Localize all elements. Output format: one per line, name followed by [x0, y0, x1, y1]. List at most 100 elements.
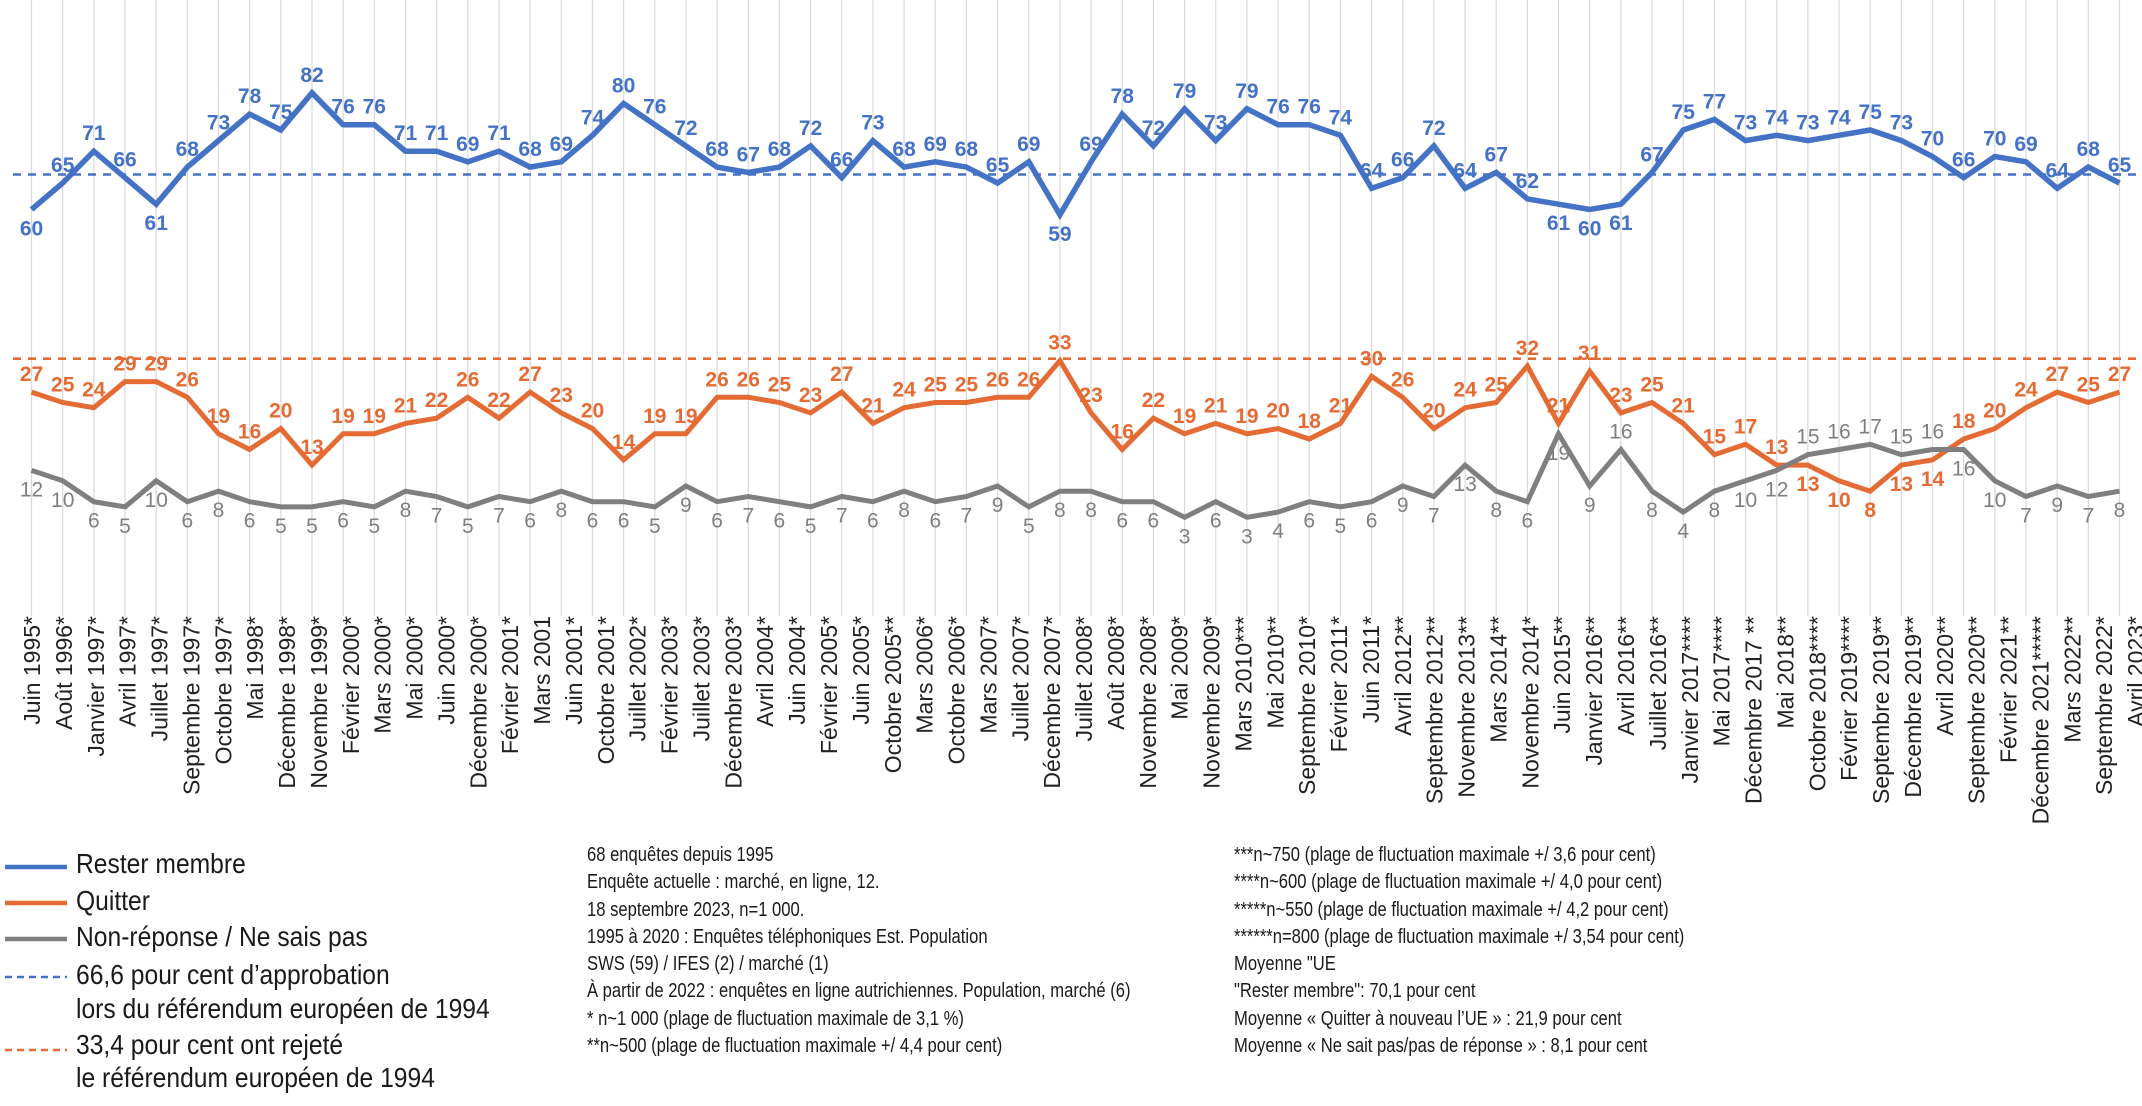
data-label-non-reponse: 8	[1646, 499, 1658, 522]
data-label-non-reponse: 7	[742, 505, 754, 528]
note-line: ******n=800 (plage de fluctuation maxima…	[1234, 925, 1685, 948]
data-label-quitter: 19	[363, 405, 386, 428]
x-tick-label: Février 2005*	[816, 616, 842, 754]
data-label-quitter: 26	[1017, 368, 1040, 391]
data-label-non-reponse: 8	[400, 499, 412, 522]
data-label-quitter: 30	[1360, 347, 1383, 370]
data-label-rester-membre: 76	[331, 96, 354, 119]
data-label-rester-membre: 69	[1079, 133, 1102, 156]
data-label-rester-membre: 73	[207, 112, 230, 135]
chart-legend: Rester membre Quitter Non-réponse / Ne s…	[0, 0, 580, 1106]
data-label-non-reponse: 8	[1054, 499, 1066, 522]
data-label-non-reponse: 3	[1241, 525, 1253, 548]
legend-label-rester-membre: Rester membre	[76, 848, 246, 879]
x-tick-label: Mars 2006*	[912, 616, 938, 734]
data-label-non-reponse: 6	[1303, 510, 1315, 533]
data-label-quitter: 23	[799, 384, 822, 407]
legend-label-non-reponse: Non-réponse / Ne sais pas	[76, 921, 368, 952]
data-label-rester-membre: 71	[425, 122, 449, 145]
data-label-rester-membre: 80	[612, 75, 635, 98]
data-label-non-reponse: 12	[1765, 478, 1788, 501]
data-label-rester-membre: 70	[1983, 128, 2006, 151]
data-label-quitter: 19	[643, 405, 666, 428]
x-tick-label: Novembre 2009*	[1199, 616, 1225, 789]
data-label-quitter: 20	[269, 400, 292, 423]
x-axis-tick-labels: Juin 1995* Août 1996* Janvier 1997* Avril 1…	[19, 616, 2142, 824]
data-label-non-reponse: 7	[1428, 505, 1440, 528]
data-label-quitter: 8	[1864, 499, 1876, 522]
data-label-quitter: 31	[1578, 342, 1602, 365]
data-label-non-reponse: 6	[587, 510, 599, 533]
data-label-non-reponse: 5	[368, 515, 380, 538]
data-label-non-reponse: 7	[2020, 505, 2032, 528]
x-tick-label: Mars 2014**	[1486, 616, 1512, 743]
data-label-non-reponse: 9	[680, 494, 692, 517]
data-label-non-reponse: 7	[493, 505, 505, 528]
x-tick-label: Juin 2001*	[561, 616, 587, 725]
data-label-rester-membre: 78	[1111, 85, 1135, 108]
survey-notes-right: ***n~750 (plage de fluctuation maximale …	[1234, 842, 1684, 1060]
data-label-non-reponse: 16	[1921, 421, 1944, 444]
data-label-rester-membre: 76	[1266, 96, 1289, 119]
x-tick-label: Juillet 2008*	[1071, 616, 1097, 741]
x-tick-label: Juillet 2007*	[1007, 616, 1033, 741]
data-label-non-reponse: 12	[20, 478, 43, 501]
data-label-quitter: 23	[1609, 384, 1632, 407]
data-label-rester-membre: 72	[799, 117, 822, 140]
x-tick-label: Février 2001*	[497, 616, 523, 754]
data-label-rester-membre: 62	[1516, 170, 1539, 193]
x-tick-label: Novembre 1999*	[306, 616, 332, 789]
data-label-rester-membre: 79	[1173, 80, 1196, 103]
data-label-quitter: 19	[674, 405, 697, 428]
x-tick-label: Mai 2010**	[1262, 616, 1288, 729]
data-label-non-reponse: 6	[929, 510, 941, 533]
data-label-non-reponse: 19	[1547, 442, 1570, 465]
data-label-rester-membre: 72	[1422, 117, 1445, 140]
x-tick-label: Octobre 2001*	[593, 616, 619, 764]
data-label-rester-membre: 64	[1453, 159, 1477, 182]
data-label-rester-membre: 73	[1734, 112, 1757, 135]
data-label-rester-membre: 67	[1485, 143, 1508, 166]
x-tick-label: Juin 2011*	[1358, 616, 1384, 723]
data-label-quitter: 19	[331, 405, 354, 428]
x-tick-label: Décembre 2019**	[1900, 616, 1926, 798]
data-label-non-reponse: 16	[1609, 421, 1632, 444]
data-label-non-reponse: 6	[244, 510, 256, 533]
data-label-quitter: 26	[176, 368, 199, 391]
legend-swatch-non-reponse	[5, 936, 67, 942]
legend-label-approval-reference-line2: lors du référendum européen de 1994	[76, 993, 490, 1024]
note-line: ****n~600 (plage de fluctuation maximale…	[1234, 871, 1663, 894]
x-tick-label: Avril 2020**	[1932, 616, 1958, 736]
data-label-quitter: 29	[145, 353, 168, 376]
data-label-rester-membre: 74	[1329, 106, 1353, 129]
data-label-quitter: 22	[487, 389, 510, 412]
legend-swatch-rejection-reference	[5, 1048, 67, 1052]
data-label-rester-membre: 73	[1890, 112, 1913, 135]
data-label-quitter: 17	[1734, 415, 1757, 438]
note-line: SWS (59) / IFES (2) / marché (1)	[587, 953, 829, 976]
data-label-rester-membre: 68	[892, 138, 916, 161]
data-label-quitter: 24	[1453, 379, 1477, 402]
note-line: "Rester membre": 70,1 pour cent	[1234, 980, 1476, 1003]
data-label-non-reponse: 8	[1490, 499, 1502, 522]
data-label-rester-membre: 61	[145, 212, 169, 235]
data-label-rester-membre: 66	[1952, 149, 1975, 172]
data-label-rester-membre: 64	[2046, 159, 2070, 182]
data-label-non-reponse: 9	[992, 494, 1004, 517]
data-label-non-reponse: 4	[1272, 520, 1284, 543]
data-label-rester-membre: 76	[363, 96, 386, 119]
x-tick-label: Mai 2009*	[1167, 616, 1193, 720]
data-label-rester-membre: 68	[705, 138, 729, 161]
data-label-rester-membre: 76	[1298, 96, 1321, 119]
data-label-rester-membre: 65	[51, 154, 75, 177]
data-label-rester-membre: 74	[1827, 106, 1851, 129]
data-label-non-reponse: 6	[1522, 510, 1534, 533]
note-line: 18 septembre 2023, n=1 000.	[587, 898, 805, 921]
data-label-quitter: 21	[1547, 394, 1571, 417]
data-label-non-reponse: 6	[1116, 510, 1128, 533]
data-label-quitter: 14	[612, 431, 636, 454]
note-line: Moyenne "UE	[1234, 953, 1336, 976]
data-label-non-reponse: 4	[1677, 520, 1689, 543]
x-tick-label: Mars 2000*	[370, 616, 396, 734]
